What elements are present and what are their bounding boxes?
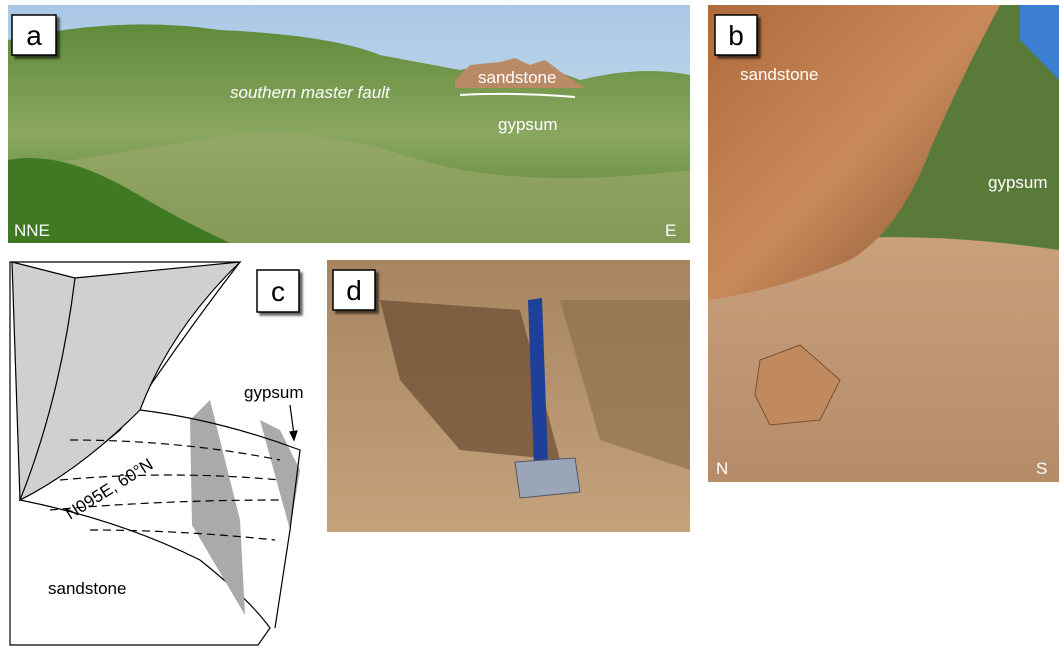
panel-label: c bbox=[271, 276, 285, 307]
photo-outcrop bbox=[455, 58, 585, 88]
annotation: NNE bbox=[14, 221, 50, 240]
fault-plane bbox=[190, 400, 245, 615]
annotation: sandstone bbox=[740, 65, 818, 84]
panel-label: b bbox=[728, 20, 744, 51]
panel-label: d bbox=[346, 275, 362, 306]
annotation: gypsum bbox=[498, 115, 558, 134]
annotation: S bbox=[1036, 459, 1047, 478]
block-edge bbox=[139, 409, 301, 629]
annotation: sandstone bbox=[478, 68, 556, 87]
panel-b: b sandstone gypsum N S bbox=[708, 5, 1059, 482]
panel-label-box bbox=[11, 14, 57, 56]
arrow bbox=[289, 404, 295, 436]
photo-slope bbox=[8, 133, 690, 243]
panel-label-box bbox=[714, 14, 758, 56]
panel-label-box bbox=[332, 269, 376, 311]
bedding bbox=[49, 439, 281, 541]
panel-label-box bbox=[256, 269, 300, 313]
panel-c: c gypsum N095E, 60°N sandstone bbox=[9, 261, 304, 646]
photo-foreground bbox=[8, 158, 230, 243]
contact-line bbox=[459, 92, 576, 98]
photo-shadow bbox=[380, 300, 560, 460]
fault-edge bbox=[19, 277, 76, 501]
arrowhead bbox=[289, 430, 298, 442]
photo-boulder bbox=[754, 344, 841, 426]
panel-a: a southern master fault sandstone gypsum… bbox=[8, 5, 690, 243]
hammer-handle bbox=[528, 298, 548, 466]
hammer-head bbox=[514, 457, 581, 499]
annotation: gypsum bbox=[988, 173, 1048, 192]
panel-label: a bbox=[26, 20, 42, 51]
fault-plane bbox=[260, 420, 300, 530]
photo-sky bbox=[1020, 5, 1059, 80]
annotation: southern master fault bbox=[230, 83, 391, 102]
photo-sandstone bbox=[708, 5, 1000, 300]
annotation: sandstone bbox=[48, 579, 126, 598]
photo-rock bbox=[560, 300, 690, 470]
annotation: E bbox=[665, 221, 676, 240]
annotation: gypsum bbox=[244, 383, 304, 402]
panel-d: d bbox=[327, 260, 690, 532]
annotation: N bbox=[716, 459, 728, 478]
